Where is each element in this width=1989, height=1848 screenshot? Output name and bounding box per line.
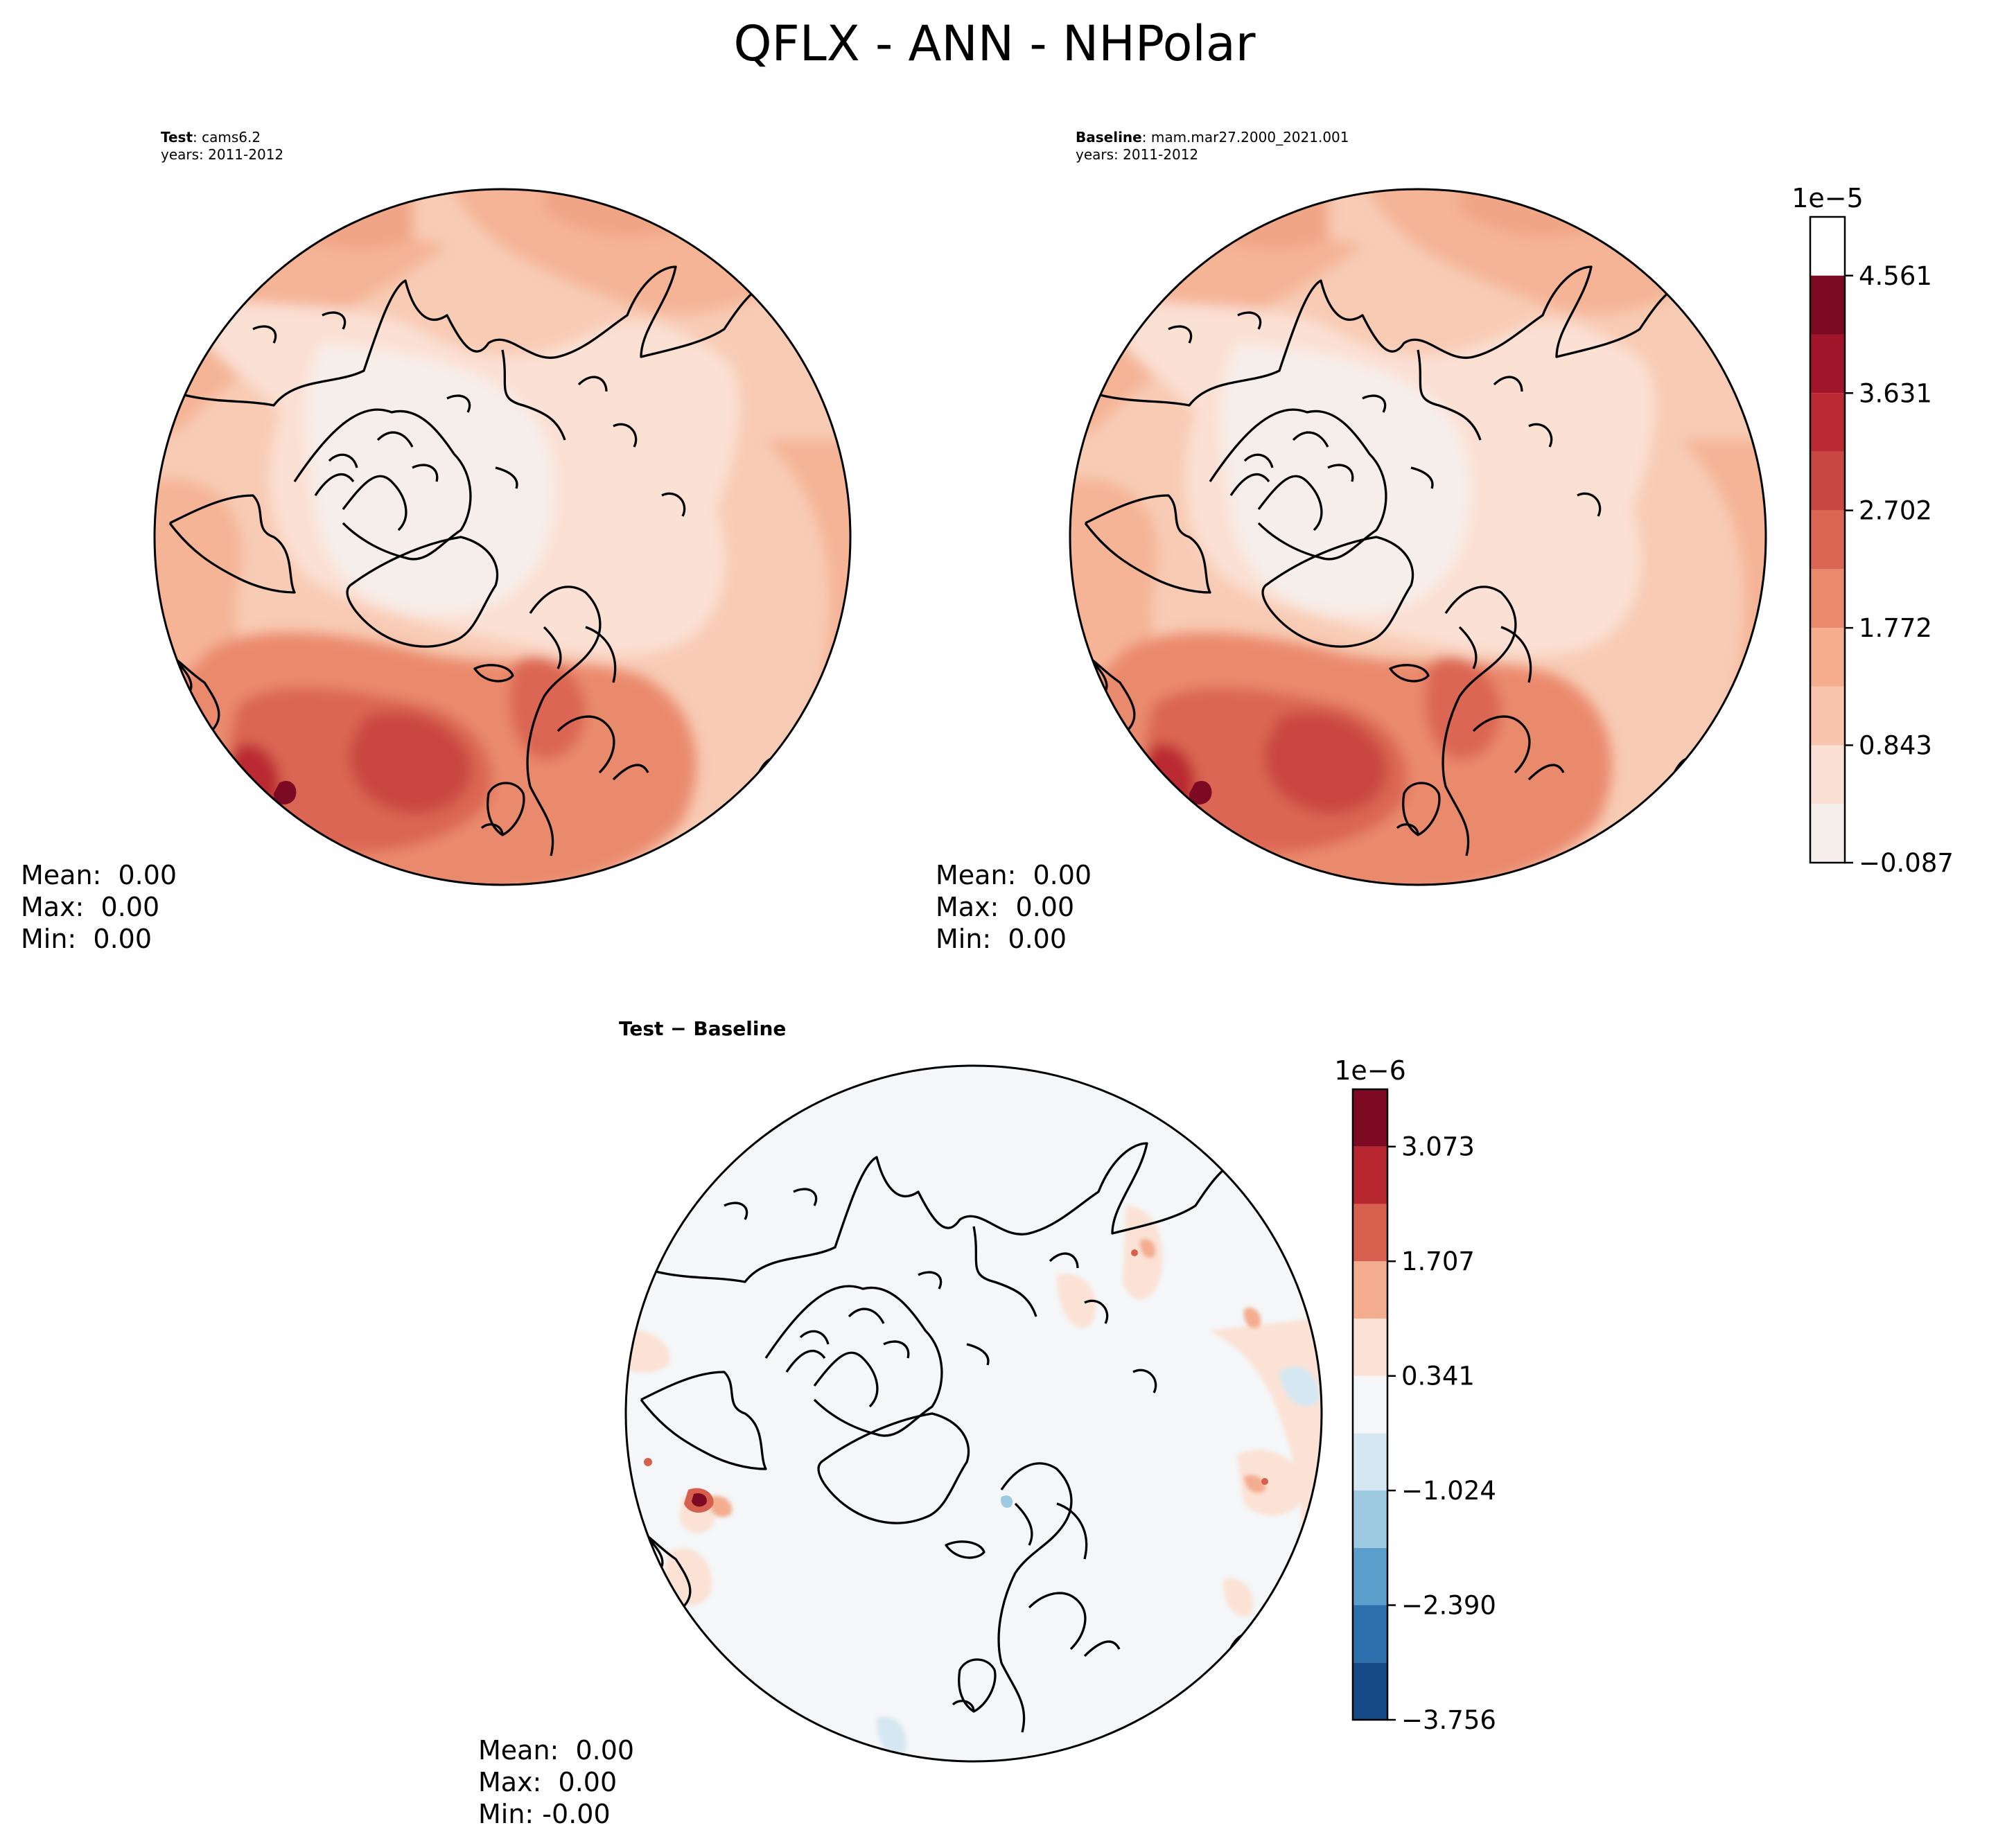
baseline-label-bold: Baseline <box>1076 129 1142 146</box>
test-subtitle: Test: cams6.2 years: 2011-2012 <box>161 129 283 164</box>
colorbar2-tick-label: −3.756 <box>1401 1705 1496 1735</box>
baseline-subtitle: Baseline: mam.mar27.2000_2021.001 years:… <box>1076 129 1349 164</box>
colorbar2-segment <box>1353 1375 1387 1434</box>
colorbar2-tick-label: 3.073 <box>1401 1132 1475 1162</box>
colorbar1-tick-label: 3.631 <box>1859 378 1932 408</box>
baseline-stats: Mean: 0.00 Max: 0.00 Min: 0.00 <box>936 859 1092 955</box>
baseline-map <box>1069 188 1767 886</box>
colorbar2-tick-label: −2.390 <box>1401 1591 1496 1621</box>
diff-stats: Mean: 0.00 Max: 0.00 Min: -0.00 <box>478 1734 634 1830</box>
colorbar1-frame <box>1809 215 1846 864</box>
baseline-min: Min: 0.00 <box>936 924 1067 954</box>
colorbar1-segment <box>1810 334 1845 394</box>
baseline-max: Max: 0.00 <box>936 892 1075 922</box>
colorbar2-segment <box>1353 1490 1387 1548</box>
colorbar2-segment <box>1353 1433 1387 1491</box>
colorbar-difference: −3.756 −2.390 −1.024 0.341 1.707 3.073 1e−6 <box>1334 1055 1496 1735</box>
colorbar1-tick-label: 2.702 <box>1859 496 1932 526</box>
colorbar1-segment <box>1810 804 1845 863</box>
colorbar1-segment <box>1810 510 1845 570</box>
colorbar2-tick-label: −1.024 <box>1401 1476 1496 1506</box>
colorbar2-tick-label: 0.341 <box>1401 1362 1475 1391</box>
test-max: Max: 0.00 <box>21 892 160 922</box>
baseline-label-rest: : mam.mar27.2000_2021.001 <box>1141 129 1349 146</box>
colorbar2-segment <box>1353 1662 1387 1720</box>
colorbar1-exponent: 1e−5 <box>1791 183 1864 213</box>
diff-subtitle: Test − Baseline <box>619 1017 787 1040</box>
baseline-mean: Mean: 0.00 <box>936 860 1092 890</box>
colorbar2-segment <box>1353 1204 1387 1262</box>
test-years: years: 2011-2012 <box>161 146 284 163</box>
colorbar2-tick-label: 1.707 <box>1401 1247 1475 1276</box>
colorbar2-segment <box>1353 1261 1387 1319</box>
colorbar1-tick-label: −0.087 <box>1859 848 1954 878</box>
colorbar-test-baseline: −0.087 0.843 1.772 2.702 3.631 4.561 1e−5 <box>1791 183 1954 878</box>
colorbar2-frame <box>1351 1088 1389 1721</box>
colorbar1-segment <box>1810 275 1845 335</box>
colorbar1-segment <box>1810 628 1845 687</box>
test-stats: Mean: 0.00 Max: 0.00 Min: 0.00 <box>21 859 177 955</box>
colorbar2-segment <box>1353 1146 1387 1204</box>
test-label-rest: : cams6.2 <box>193 129 261 146</box>
colorbar1-tick-label: 4.561 <box>1859 261 1932 291</box>
colorbar2-segment <box>1353 1089 1387 1147</box>
figure-title: QFLX - ANN - NHPolar <box>733 15 1256 72</box>
test-map <box>153 188 852 886</box>
colorbar1-segment <box>1810 745 1845 804</box>
test-label-bold: Test <box>161 129 193 146</box>
colorbar2-segment <box>1353 1318 1387 1376</box>
diff-min: Min: -0.00 <box>478 1799 611 1829</box>
colorbar1-tick-label: 1.772 <box>1859 613 1932 643</box>
test-mean: Mean: 0.00 <box>21 860 177 890</box>
diff-mean: Mean: 0.00 <box>478 1735 635 1766</box>
colorbar1-segment <box>1810 451 1845 511</box>
diff-max: Max: 0.00 <box>478 1767 617 1797</box>
test-min: Min: 0.00 <box>21 924 152 954</box>
colorbar2-segment <box>1353 1605 1387 1663</box>
diff-map <box>624 1064 1323 1763</box>
colorbar1-segment <box>1810 686 1845 746</box>
colorbar1-tick-label: 0.843 <box>1859 730 1932 760</box>
colorbar2-segment <box>1353 1547 1387 1605</box>
colorbar2-exponent: 1e−6 <box>1334 1055 1406 1086</box>
colorbar1-segment <box>1810 569 1845 628</box>
colorbar1-segment <box>1810 393 1845 452</box>
baseline-years: years: 2011-2012 <box>1076 146 1199 163</box>
